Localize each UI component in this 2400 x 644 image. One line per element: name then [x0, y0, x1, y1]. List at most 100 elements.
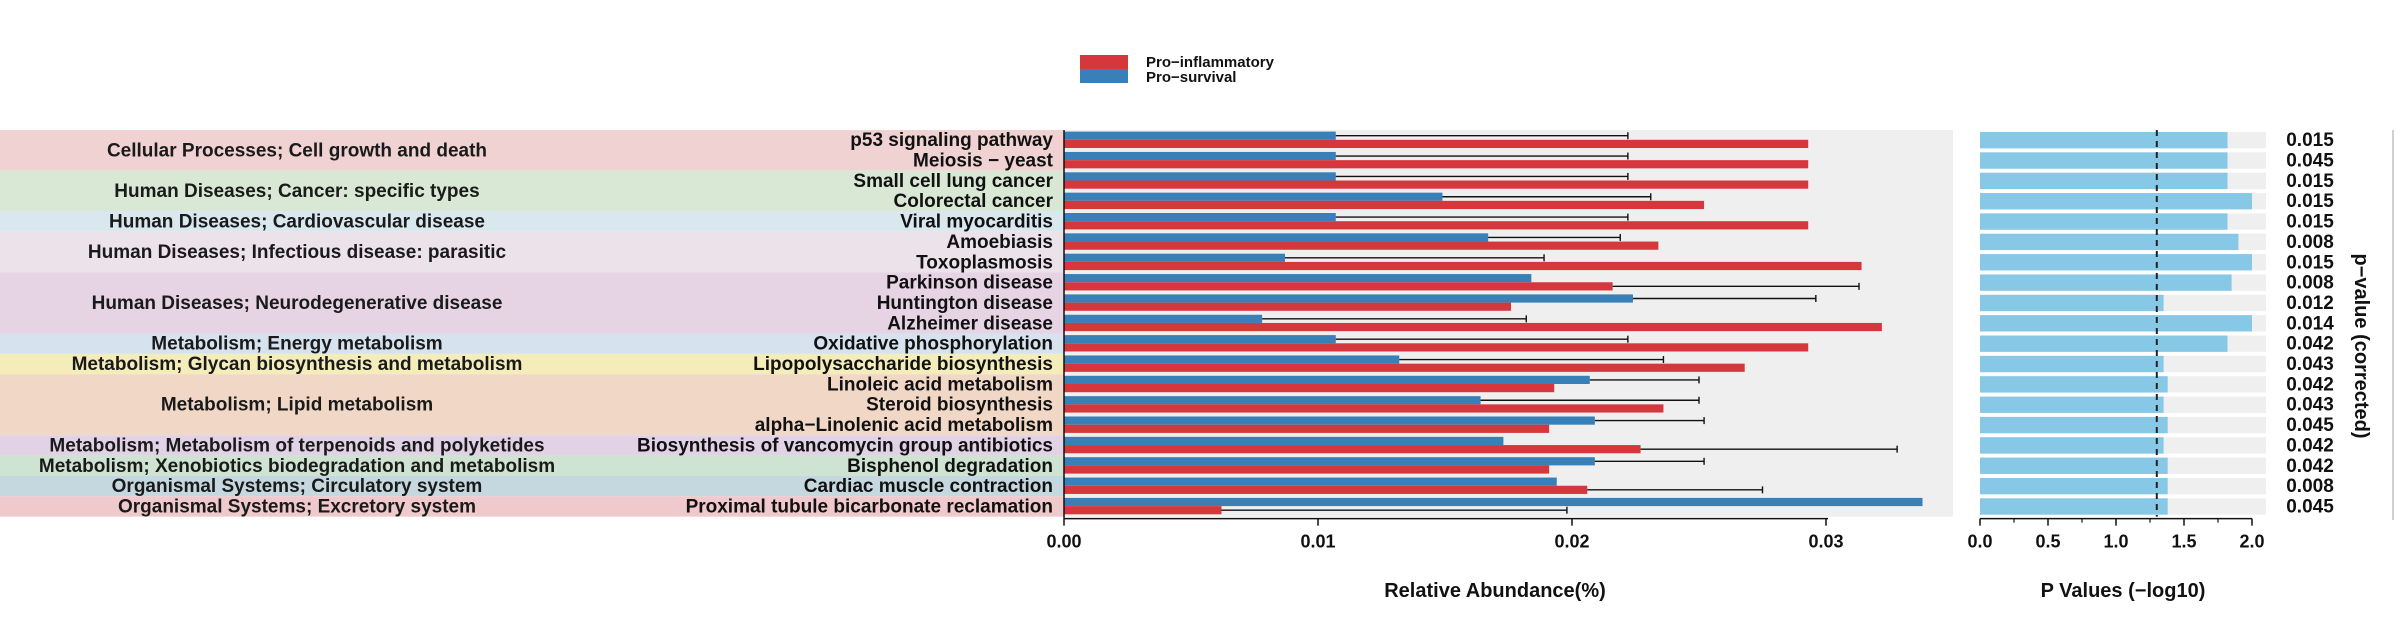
- bar-pro-survival: [1064, 213, 1336, 222]
- abundance-axis-title: Relative Abundance(%): [1384, 580, 1606, 602]
- bar-pro-survival: [1064, 355, 1400, 364]
- pvalue-bar: [1980, 416, 2168, 434]
- bar-pro-survival: [1064, 335, 1336, 344]
- category-band: [0, 455, 1064, 476]
- abundance-tick-label: 0.02: [1554, 532, 1589, 552]
- pvalue-tick-label: 0.0: [1967, 532, 1992, 552]
- bar-pro-survival: [1064, 172, 1336, 181]
- p-corrected-value: 0.042: [2286, 456, 2334, 477]
- bar-pro-survival: [1064, 131, 1336, 140]
- pathway-label: p53 signaling pathway: [850, 130, 1053, 151]
- p-corrected-value: 0.015: [2286, 130, 2334, 151]
- pathway-label: Colorectal cancer: [894, 191, 1054, 212]
- abundance-tick-label: 0.01: [1300, 532, 1335, 552]
- pvalue-bar: [1980, 132, 2228, 149]
- category-label: Human Diseases; Cancer: specific types: [114, 181, 479, 202]
- pathway-label: Proximal tubule bicarbonate reclamation: [686, 496, 1053, 517]
- pathway-label: Bisphenol degradation: [847, 456, 1053, 477]
- pvalue-tick-label: 1.5: [2171, 532, 2196, 552]
- pathway-label: Steroid biosynthesis: [866, 395, 1053, 416]
- pvalue-bar: [1980, 193, 2252, 210]
- bar-pro-inflammatory: [1064, 302, 1512, 311]
- category-label: Human Diseases; Neurodegenerative diseas…: [92, 293, 503, 314]
- category-band: [0, 170, 1064, 212]
- pathway-label: Biosynthesis of vancomycin group antibio…: [637, 435, 1053, 456]
- pvalue-tick-label: 1.0: [2103, 532, 2128, 552]
- pvalue-bar: [1980, 335, 2228, 352]
- pvalue-bar: [1980, 274, 2232, 291]
- bar-pro-inflammatory: [1064, 404, 1664, 413]
- abundance-tick-label: 0.00: [1046, 532, 1081, 552]
- pvalue-bar: [1980, 233, 2239, 251]
- bar-pro-survival: [1064, 396, 1481, 405]
- bar-pro-inflammatory: [1064, 424, 1550, 433]
- pvalue-bar: [1980, 498, 2168, 515]
- bar-pro-inflammatory: [1064, 221, 1809, 230]
- pathway-label: alpha−Linolenic acid metabolism: [755, 415, 1053, 436]
- bar-pro-inflammatory: [1064, 139, 1809, 148]
- pvalue-bar: [1980, 457, 2168, 474]
- bar-pro-inflammatory: [1064, 465, 1550, 474]
- bar-pro-inflammatory: [1064, 241, 1659, 250]
- bar-pro-survival: [1064, 151, 1336, 161]
- pathway-label: Alzheimer disease: [887, 313, 1053, 334]
- bar-pro-inflammatory: [1064, 200, 1705, 210]
- pvalue-bar: [1980, 152, 2228, 169]
- bar-pro-inflammatory: [1064, 485, 1588, 494]
- pathway-label: Cardiac muscle contraction: [804, 476, 1053, 497]
- bar-pro-inflammatory: [1064, 180, 1809, 189]
- category-label: Organismal Systems; Excretory system: [118, 496, 476, 517]
- p-corrected-value: 0.008: [2286, 232, 2334, 253]
- category-label: Cellular Processes; Cell growth and deat…: [107, 140, 487, 161]
- bar-pro-inflammatory: [1064, 363, 1745, 372]
- pvalue-bar: [1980, 315, 2252, 332]
- pathway-label: Lipopolysaccharide biosynthesis: [753, 354, 1053, 375]
- bar-pro-survival: [1064, 477, 1557, 486]
- category-label: Metabolism; Metabolism of terpenoids and…: [49, 435, 544, 456]
- pvalue-bar: [1980, 376, 2168, 393]
- category-label: Metabolism; Lipid metabolism: [161, 395, 433, 416]
- pvalue-bar: [1980, 172, 2228, 190]
- bar-pro-survival: [1064, 497, 1923, 507]
- category-band: [0, 435, 1064, 456]
- pvalue-panel: 0.0150.0450.0150.0150.0150.0080.0150.008…: [1967, 130, 2334, 552]
- p-corrected-value: 0.015: [2286, 171, 2334, 192]
- pvalue-bar: [1980, 213, 2228, 230]
- p-corrected-value: 0.043: [2286, 395, 2334, 416]
- category-band: [0, 231, 1064, 273]
- pathway-label: Viral myocarditis: [900, 212, 1053, 233]
- p-corrected-value: 0.015: [2286, 212, 2334, 233]
- pathway-label: Parkinson disease: [886, 273, 1053, 294]
- category-band: [0, 130, 1064, 171]
- pathway-label: Oxidative phosphorylation: [813, 334, 1053, 355]
- pvalue-tick-label: 2.0: [2239, 532, 2264, 552]
- bar-pro-inflammatory: [1064, 506, 1222, 515]
- legend-swatch-pro-survival: [1080, 69, 1128, 83]
- p-corrected-value: 0.045: [2286, 415, 2334, 436]
- p-corrected-value: 0.008: [2286, 476, 2334, 497]
- p-corrected-value: 0.015: [2286, 252, 2334, 273]
- p-corrected-value: 0.015: [2286, 191, 2334, 212]
- p-corrected-value: 0.008: [2286, 273, 2334, 294]
- bar-pro-survival: [1064, 416, 1595, 425]
- p-corrected-value: 0.012: [2286, 293, 2334, 314]
- bar-pro-survival: [1064, 375, 1590, 384]
- bar-pro-inflammatory: [1064, 343, 1809, 352]
- pvalue-tick-label: 0.5: [2035, 532, 2060, 552]
- legend: Pro−inflammatory Pro−survival: [1080, 54, 1275, 86]
- pvalue-bar: [1980, 396, 2164, 413]
- category-label: Human Diseases; Cardiovascular disease: [109, 212, 485, 233]
- pvalue-bar: [1980, 294, 2164, 312]
- bar-pro-inflammatory: [1064, 160, 1809, 169]
- pvalue-bar: [1980, 254, 2252, 271]
- category-band: [0, 272, 1064, 334]
- bar-pro-survival: [1064, 457, 1595, 466]
- bar-pro-survival: [1064, 294, 1633, 303]
- legend-label-pro-survival: Pro−survival: [1146, 69, 1236, 86]
- legend-label-pro-inflammatory: Pro−inflammatory: [1146, 54, 1275, 71]
- category-band: [0, 475, 1064, 497]
- pathway-label: Meiosis − yeast: [913, 151, 1054, 172]
- category-band: [0, 496, 1064, 517]
